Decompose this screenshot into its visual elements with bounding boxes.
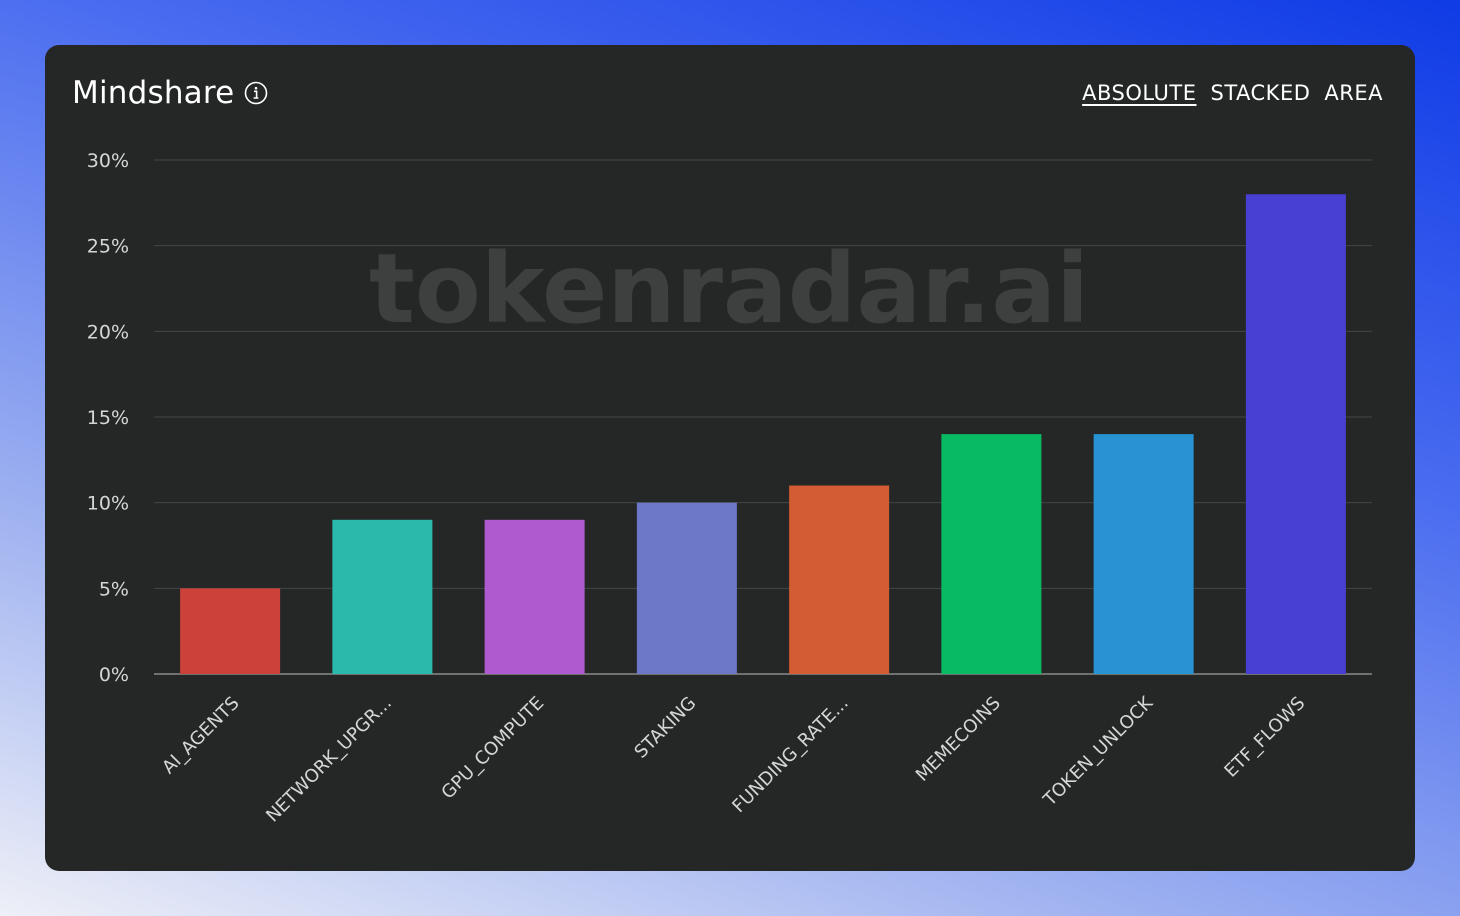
bar-chart: tokenradar.ai 0% 5% 10% 15% 20% 25% 30% AI_AGEN… bbox=[87, 150, 1372, 827]
y-tick-label: 5% bbox=[99, 578, 129, 600]
y-tick-label: 30% bbox=[87, 150, 129, 172]
toggle-stacked[interactable]: STACKED bbox=[1210, 81, 1311, 105]
watermark: tokenradar.ai bbox=[369, 233, 1089, 345]
bar-ai-agents[interactable] bbox=[180, 588, 281, 674]
y-tick-label: 10% bbox=[87, 493, 129, 515]
x-tick-label: FUNDING_RATE... bbox=[728, 693, 852, 817]
y-tick-label: 20% bbox=[87, 321, 129, 343]
toggle-area[interactable]: AREA bbox=[1324, 81, 1383, 105]
y-tick-label: 0% bbox=[99, 664, 129, 686]
y-tick-label: 25% bbox=[87, 236, 129, 258]
x-tick-label: STAKING bbox=[630, 693, 700, 763]
x-tick-label: ETF_FLOWS bbox=[1220, 693, 1309, 782]
bar-memecoins[interactable] bbox=[941, 434, 1042, 674]
bar-token-unlock[interactable] bbox=[1093, 434, 1194, 674]
toggle-absolute[interactable]: ABSOLUTE bbox=[1082, 81, 1197, 105]
bar-gpu-compute[interactable] bbox=[484, 519, 585, 674]
info-circle-icon[interactable] bbox=[244, 81, 268, 105]
x-tick-label: AI_AGENTS bbox=[158, 693, 243, 778]
bar-etf-flows[interactable] bbox=[1245, 194, 1346, 674]
x-tick-label: TOKEN_UNLOCK bbox=[1039, 692, 1158, 811]
chart-title: Mindshare bbox=[72, 75, 235, 111]
y-tick-label: 15% bbox=[87, 407, 129, 429]
bar-funding-rate[interactable] bbox=[789, 485, 890, 674]
bar-staking[interactable] bbox=[636, 502, 737, 674]
x-tick-label: MEMECOINS bbox=[912, 693, 1005, 786]
bar-network-upgr[interactable] bbox=[332, 519, 433, 674]
x-tick-label: GPU_COMPUTE bbox=[437, 693, 548, 804]
view-mode-toggles: ABSOLUTE STACKED AREA bbox=[1082, 81, 1383, 105]
chart-card: tokenradar.ai 0% 5% 10% 15% 20% 25% 30% AI_AGEN… bbox=[45, 45, 1415, 871]
x-tick-label: NETWORK_UPGR... bbox=[262, 693, 396, 827]
chart-header: Mindshare bbox=[72, 75, 268, 111]
